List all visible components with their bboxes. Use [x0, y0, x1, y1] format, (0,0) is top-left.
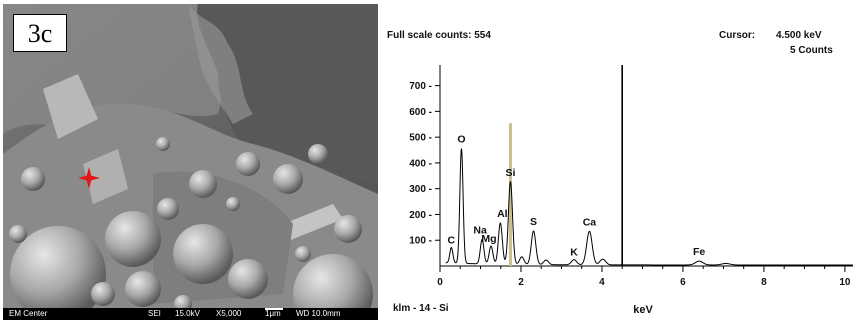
sem-scale-bar [265, 308, 283, 310]
analysis-point-marker [78, 167, 100, 189]
peak-label-si: Si [505, 167, 515, 179]
y-tick-label-300: 300 - [409, 184, 432, 195]
eds-spectrum-chart: 100 - 200 - 300 - 400 - 500 - 600 - 700 - 0 2 4 6… [409, 65, 853, 316]
x-axis-label: keV [633, 304, 653, 316]
x-tick-label-8: 8 [761, 277, 767, 288]
sem-micrograph-panel: 3c EM Center SEI 15.0kV X5,000 1μm WD 10… [3, 4, 378, 320]
sem-center-label: EM Center [9, 309, 48, 318]
panel-label: 3c [13, 14, 67, 52]
sem-mode-label: SEI [148, 309, 161, 318]
full-scale-counts: Full scale counts: 554 [387, 30, 491, 41]
sem-scale-label: 1μm [265, 309, 281, 318]
cursor-counts: 5 Counts [790, 45, 833, 56]
y-tick-label-200: 200 - [409, 210, 432, 221]
peak-label-fe: Fe [693, 246, 705, 258]
y-tick-label-100: 100 - [409, 236, 432, 247]
x-tick-label-0: 0 [437, 277, 443, 288]
peak-label-mg: Mg [481, 233, 496, 245]
sample-label: klm - 14 - Si [393, 303, 449, 314]
peak-label-c: C [448, 234, 456, 246]
eds-spectrum-panel: Full scale counts: 554 Cursor: 4.500 keV… [380, 0, 859, 324]
peak-label-s: S [530, 216, 537, 228]
sem-magnification-label: X5,000 [216, 309, 242, 318]
peak-label-o: O [457, 134, 465, 146]
sem-voltage-label: 15.0kV [175, 309, 200, 318]
cursor-value: 4.500 keV [776, 30, 822, 41]
x-tick-label-6: 6 [680, 277, 686, 288]
sem-wd-label: WD 10.0mm [296, 309, 341, 318]
si-marker-bar [508, 123, 512, 266]
peak-label-ca: Ca [583, 216, 597, 228]
peak-label-k: K [570, 247, 578, 259]
cursor-label: Cursor: [719, 30, 756, 41]
y-tick-group: 100 - 200 - 300 - 400 - 500 - 600 - 700 - [409, 81, 440, 247]
x-tick-label-4: 4 [599, 277, 605, 288]
y-tick-label-600: 600 - [409, 107, 432, 118]
spectrum-trace [445, 148, 853, 266]
y-tick-label-400: 400 - [409, 158, 432, 169]
peak-label-al: Al [497, 208, 508, 220]
x-tick-label-2: 2 [518, 277, 524, 288]
x-tick-group: 0 2 4 6 8 10 [437, 266, 851, 288]
x-tick-label-10: 10 [839, 277, 851, 288]
y-tick-label-700: 700 - [409, 81, 432, 92]
sem-info-bar: EM Center SEI 15.0kV X5,000 1μm WD 10.0m… [3, 308, 378, 320]
peak-label-na: Na [473, 224, 487, 236]
y-tick-label-500: 500 - [409, 133, 432, 144]
sem-micrograph [3, 4, 378, 308]
